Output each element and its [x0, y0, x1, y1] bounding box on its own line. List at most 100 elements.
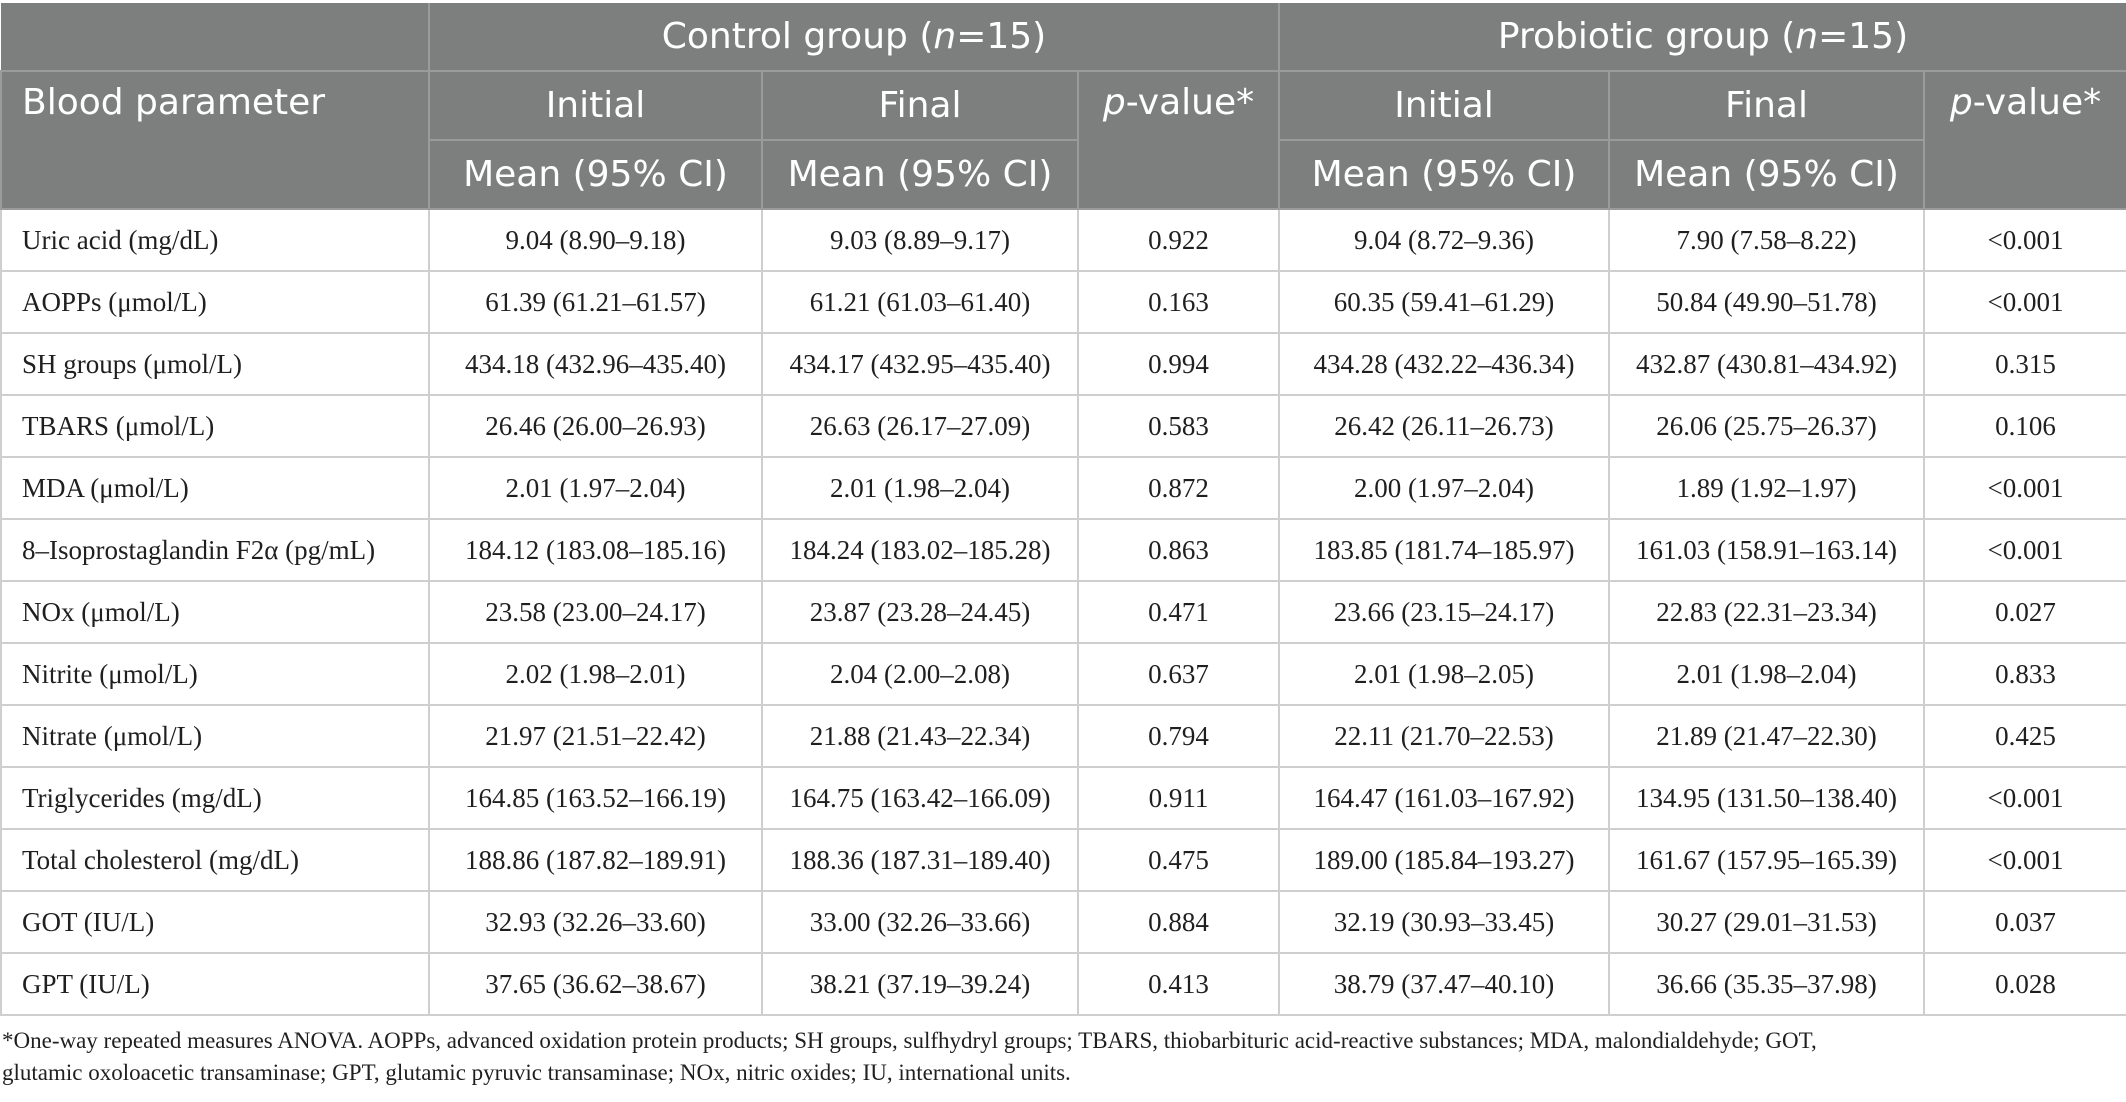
cell-c-p: 0.637	[1077, 642, 1280, 706]
cell-param: GPT (IU/L)	[0, 952, 430, 1016]
cell-param: Nitrite (μmol/L)	[0, 642, 430, 706]
header-probiotic-initial-mean: Mean (95% CI)	[1278, 139, 1610, 210]
cell-p-initial: 60.35 (59.41–61.29)	[1278, 270, 1610, 334]
table-row: AOPPs (μmol/L) 61.39 (61.21–61.57) 61.21 (…	[0, 270, 2126, 334]
cell-p-p: 0.027	[1922, 580, 2126, 644]
cell-p-final: 50.84 (49.90–51.78)	[1608, 270, 1925, 334]
cell-c-initial: 37.65 (36.62–38.67)	[428, 952, 763, 1016]
header-control-group: Control group (n=15)	[428, 3, 1280, 72]
table-body: Uric acid (mg/dL) 9.04 (8.90–9.18) 9.03 (8…	[0, 208, 2126, 1016]
footnote-line-1: *One-way repeated measures ANOVA. AOPPs,…	[2, 1028, 1817, 1053]
cell-c-p: 0.922	[1077, 208, 1280, 272]
table-row: NOx (μmol/L) 23.58 (23.00–24.17) 23.87 (23…	[0, 580, 2126, 644]
cell-param: TBARS (μmol/L)	[0, 394, 430, 458]
cell-p-p: 0.315	[1922, 332, 2126, 396]
cell-p-initial: 434.28 (432.22–436.34)	[1278, 332, 1610, 396]
cell-c-initial: 434.18 (432.96–435.40)	[428, 332, 763, 396]
cell-p-final: 161.03 (158.91–163.14)	[1608, 518, 1925, 582]
cell-p-initial: 189.00 (185.84–193.27)	[1278, 828, 1610, 892]
table-row: TBARS (μmol/L) 26.46 (26.00–26.93) 26.63 (…	[0, 394, 2126, 458]
cell-c-initial: 2.01 (1.97–2.04)	[428, 456, 763, 520]
cell-c-final: 9.03 (8.89–9.17)	[761, 208, 1079, 272]
cell-param: Total cholesterol (mg/dL)	[0, 828, 430, 892]
table-footnote: *One-way repeated measures ANOVA. AOPPs,…	[2, 1025, 2112, 1089]
cell-p-final: 26.06 (25.75–26.37)	[1608, 394, 1925, 458]
header-row-timepoints: Blood parameter Initial Final p-value* I…	[0, 70, 2126, 210]
cell-p-final: 7.90 (7.58–8.22)	[1608, 208, 1925, 272]
cell-c-p: 0.471	[1077, 580, 1280, 644]
header-row-stats: Mean (95% CI) Mean (95% CI) Mean (95% CI…	[1, 139, 2126, 210]
cell-c-p: 0.884	[1077, 890, 1280, 954]
cell-p-p: 0.028	[1922, 952, 2126, 1016]
cell-c-final: 2.01 (1.98–2.04)	[761, 456, 1079, 520]
cell-c-final: 434.17 (432.95–435.40)	[761, 332, 1079, 396]
cell-c-initial: 21.97 (21.51–22.42)	[428, 704, 763, 768]
table-row: MDA (μmol/L) 2.01 (1.97–2.04) 2.01 (1.98–2…	[0, 456, 2126, 520]
cell-param: NOx (μmol/L)	[0, 580, 430, 644]
header-probiotic-group: Probiotic group (n=15)	[1277, 3, 2126, 72]
cell-c-p: 0.911	[1077, 766, 1280, 830]
cell-c-p: 0.583	[1077, 394, 1280, 458]
cell-p-initial: 22.11 (21.70–22.53)	[1278, 704, 1610, 768]
cell-p-final: 36.66 (35.35–37.98)	[1608, 952, 1925, 1016]
cell-p-final: 30.27 (29.01–31.53)	[1608, 890, 1925, 954]
cell-p-initial: 26.42 (26.11–26.73)	[1278, 394, 1610, 458]
cell-param: Uric acid (mg/dL)	[0, 208, 430, 272]
table-row: SH groups (μmol/L) 434.18 (432.96–435.40)…	[0, 332, 2126, 396]
header-probiotic-initial: Initial	[1278, 70, 1610, 141]
cell-p-p: <0.001	[1922, 456, 2126, 520]
table-row: Nitrate (μmol/L) 21.97 (21.51–22.42) 21.88…	[0, 704, 2126, 768]
cell-c-initial: 184.12 (183.08–185.16)	[428, 518, 763, 582]
cell-p-initial: 2.00 (1.97–2.04)	[1278, 456, 1610, 520]
cell-p-initial: 164.47 (161.03–167.92)	[1278, 766, 1610, 830]
cell-p-initial: 9.04 (8.72–9.36)	[1278, 208, 1610, 272]
cell-c-final: 23.87 (23.28–24.45)	[761, 580, 1079, 644]
header-probiotic-pvalue: p-value*	[1922, 70, 2126, 210]
cell-param: 8–Isoprostaglandin F2α (pg/mL)	[0, 518, 430, 582]
results-table-container: Control group (n=15) Probiotic group (n=…	[0, 3, 2126, 1016]
cell-p-p: 0.833	[1922, 642, 2126, 706]
cell-c-p: 0.475	[1077, 828, 1280, 892]
cell-p-initial: 23.66 (23.15–24.17)	[1278, 580, 1610, 644]
cell-p-p: 0.425	[1922, 704, 2126, 768]
cell-c-p: 0.994	[1077, 332, 1280, 396]
cell-p-final: 1.89 (1.92–1.97)	[1608, 456, 1925, 520]
cell-c-initial: 26.46 (26.00–26.93)	[428, 394, 763, 458]
footnote-line-2: glutamic oxoloacetic transaminase; GPT, …	[2, 1060, 1071, 1085]
cell-p-final: 134.95 (131.50–138.40)	[1608, 766, 1925, 830]
header-row-groups: Control group (n=15) Probiotic group (n=…	[1, 3, 2126, 72]
cell-p-p: <0.001	[1922, 208, 2126, 272]
cell-param: MDA (μmol/L)	[0, 456, 430, 520]
cell-c-initial: 9.04 (8.90–9.18)	[428, 208, 763, 272]
cell-p-p: <0.001	[1922, 518, 2126, 582]
cell-c-p: 0.794	[1077, 704, 1280, 768]
cell-p-initial: 2.01 (1.98–2.05)	[1278, 642, 1610, 706]
cell-p-p: 0.106	[1922, 394, 2126, 458]
cell-c-initial: 23.58 (23.00–24.17)	[428, 580, 763, 644]
cell-p-p: <0.001	[1922, 270, 2126, 334]
table-row: Uric acid (mg/dL) 9.04 (8.90–9.18) 9.03 (8…	[0, 208, 2126, 272]
cell-c-final: 188.36 (187.31–189.40)	[761, 828, 1079, 892]
cell-param: GOT (IU/L)	[0, 890, 430, 954]
cell-c-p: 0.863	[1077, 518, 1280, 582]
header-probiotic-final: Final	[1608, 70, 1925, 141]
cell-p-final: 2.01 (1.98–2.04)	[1608, 642, 1925, 706]
table-row: GPT (IU/L) 37.65 (36.62–38.67) 38.21 (37.1…	[0, 952, 2126, 1016]
cell-c-initial: 188.86 (187.82–189.91)	[428, 828, 763, 892]
cell-c-final: 2.04 (2.00–2.08)	[761, 642, 1079, 706]
cell-c-initial: 2.02 (1.98–2.01)	[428, 642, 763, 706]
cell-c-initial: 164.85 (163.52–166.19)	[428, 766, 763, 830]
header-blood-parameter: Blood parameter	[0, 70, 430, 210]
header-control-initial-mean: Mean (95% CI)	[428, 139, 763, 210]
cell-p-initial: 183.85 (181.74–185.97)	[1278, 518, 1610, 582]
cell-c-final: 21.88 (21.43–22.34)	[761, 704, 1079, 768]
cell-p-initial: 32.19 (30.93–33.45)	[1278, 890, 1610, 954]
cell-c-p: 0.413	[1077, 952, 1280, 1016]
table-row: 8–Isoprostaglandin F2α (pg/mL) 184.12 (18…	[0, 518, 2126, 582]
cell-c-final: 33.00 (32.26–33.66)	[761, 890, 1079, 954]
header-control-pvalue: p-value*	[1077, 70, 1280, 210]
cell-c-final: 184.24 (183.02–185.28)	[761, 518, 1079, 582]
cell-p-p: <0.001	[1922, 828, 2126, 892]
cell-c-initial: 32.93 (32.26–33.60)	[428, 890, 763, 954]
header-control-final-mean: Mean (95% CI)	[761, 139, 1079, 210]
